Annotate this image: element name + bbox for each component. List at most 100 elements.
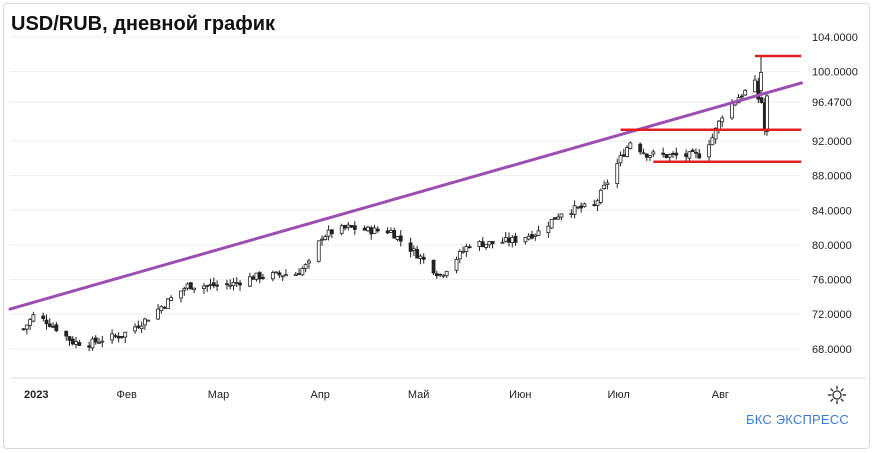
candle-body — [572, 205, 577, 215]
candle-body — [87, 345, 92, 348]
candle-body — [251, 276, 256, 280]
candle-body — [575, 206, 580, 209]
candle-body — [513, 235, 518, 243]
candle-body — [97, 341, 101, 344]
candle-body — [431, 259, 436, 274]
candle-body — [615, 163, 620, 185]
candle-body — [349, 225, 354, 228]
candle-body — [31, 314, 36, 322]
candle-body — [415, 249, 420, 259]
candle-body — [346, 224, 351, 228]
candle-body — [64, 330, 69, 337]
y-tick-label: 84.0000 — [812, 205, 852, 217]
candle-body — [546, 225, 551, 233]
y-tick-label: 92.0000 — [812, 136, 852, 148]
candle-body — [582, 203, 587, 208]
candle-body — [100, 340, 105, 343]
candle-body — [110, 333, 115, 341]
candle-body — [664, 154, 669, 159]
candle-body — [644, 153, 649, 158]
candle-body — [247, 276, 252, 287]
candle-body — [569, 213, 574, 216]
candle-body — [123, 331, 128, 338]
candle-body — [139, 325, 144, 330]
candle-body — [687, 151, 692, 159]
candle-body — [625, 147, 629, 157]
candle-body — [710, 137, 715, 146]
candle-body — [77, 342, 82, 346]
candle-body — [274, 271, 279, 274]
gear-icon[interactable] — [826, 384, 848, 406]
candle-body — [143, 318, 147, 326]
candle-body — [136, 325, 141, 328]
candle-body — [694, 151, 698, 154]
candle-body — [372, 227, 377, 234]
candle-body — [697, 153, 702, 159]
candle-body — [116, 336, 121, 339]
candle-body — [621, 154, 626, 157]
candle-body — [765, 95, 769, 132]
candle-body — [208, 283, 213, 286]
candle-body — [556, 216, 561, 220]
trend-line[interactable] — [8, 81, 804, 311]
candle-body — [307, 260, 311, 264]
candle-body — [24, 324, 29, 330]
candle-body — [526, 235, 531, 240]
candle-body — [165, 298, 170, 310]
candle-body — [369, 227, 374, 235]
candle-body — [500, 241, 505, 244]
candle-body — [418, 255, 423, 259]
candle-body — [743, 89, 748, 96]
candle-body — [326, 229, 331, 237]
chart-panel — [3, 3, 870, 449]
candle-body — [421, 256, 426, 260]
candle-body — [684, 153, 689, 157]
candle-body — [316, 240, 321, 262]
x-tick-label: Авг — [712, 389, 729, 401]
candle-body — [54, 324, 59, 332]
candle-body — [133, 326, 137, 332]
candle-body — [598, 189, 603, 203]
candle-body — [320, 238, 324, 241]
candle-body — [536, 230, 541, 236]
candle-body — [21, 328, 26, 331]
y-tick-label: 80.0000 — [812, 240, 852, 252]
candle-body — [618, 155, 623, 164]
candle-body — [74, 341, 78, 345]
candle-body — [444, 270, 449, 277]
candle-body — [398, 235, 403, 242]
candle-body — [553, 217, 557, 220]
candle-body — [169, 297, 174, 301]
candle-body — [44, 319, 49, 325]
candle-body — [510, 236, 515, 243]
candle-body — [480, 241, 485, 248]
candle-body — [146, 319, 151, 322]
candle-body — [192, 287, 197, 291]
y-tick-label: 68.0000 — [812, 344, 852, 356]
candle-body — [202, 285, 206, 289]
candle-body — [238, 282, 242, 286]
x-tick-label: Апр — [310, 389, 329, 401]
candle-body — [408, 242, 413, 252]
candle-body — [507, 237, 511, 243]
candle-body — [559, 213, 564, 218]
candle-body — [234, 282, 239, 284]
candle-body — [228, 284, 233, 287]
candle-body — [638, 143, 643, 153]
candle-body — [270, 272, 275, 280]
candle-body — [490, 241, 495, 245]
candle-body — [592, 204, 597, 206]
candle-body — [231, 282, 236, 287]
candle-body — [261, 277, 265, 279]
candle-body — [454, 258, 459, 271]
candle-body — [47, 323, 52, 327]
candle-body — [225, 283, 229, 286]
candle-body — [28, 319, 33, 326]
candle-body — [254, 272, 259, 280]
candle-body — [113, 335, 118, 337]
candle-body — [300, 268, 305, 276]
candle-body — [41, 315, 46, 319]
candle-body — [484, 243, 488, 248]
candle-body — [185, 283, 190, 289]
